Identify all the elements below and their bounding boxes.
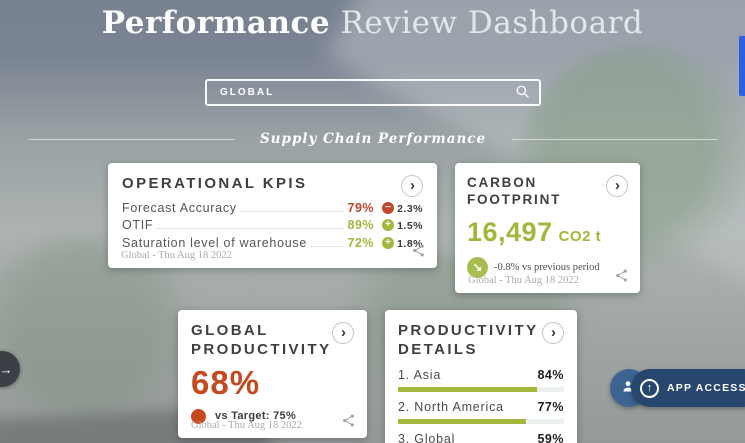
page-title-bold: Performance [101, 5, 331, 41]
kpi-label: OTIF [122, 218, 154, 232]
dotted-leader [311, 245, 344, 247]
kpi-value: 79% [347, 200, 375, 215]
share-button[interactable] [614, 268, 629, 286]
kpi-row: Saturation level of warehouse 72% + 1.8% [122, 236, 423, 250]
search-button[interactable] [515, 84, 539, 102]
scope-date-stamp: Global - Thu Aug 18 2022 [468, 275, 579, 286]
expand-card-button[interactable]: › [401, 175, 423, 197]
productivity-details-card: PRODUCTIVITY DETAILS › 1. Asia 84% 2. No… [385, 310, 577, 443]
kpi-delta: 1.5% [397, 220, 423, 232]
chevron-right-icon: › [615, 176, 620, 194]
region-row: 1. Asia 84% [398, 368, 564, 392]
plus-badge-icon: + [382, 219, 395, 231]
region-label: 2. North America [398, 399, 504, 414]
dotted-leader [240, 210, 344, 212]
card-title: GLOBAL PRODUCTIVITY [191, 322, 332, 358]
region-value: 84% [537, 367, 564, 382]
kpi-row: OTIF 89% + 1.5% [122, 218, 423, 232]
kpi-label: Forecast Accuracy [122, 200, 237, 215]
card-title: PRODUCTIVITY DETAILS [398, 322, 539, 358]
progress-track [398, 386, 564, 392]
carbon-value: 16,497 [467, 216, 553, 247]
card-title: CARBON FOOTPRINT [467, 175, 562, 207]
status-dot [191, 408, 206, 424]
expand-card-button[interactable]: › [606, 175, 628, 197]
region-label: 3. Global [398, 431, 456, 443]
share-button[interactable] [411, 243, 426, 261]
app-access-button[interactable]: ↑ APP ACCESS [631, 369, 745, 407]
chevron-right-icon: › [551, 323, 556, 341]
scope-date-stamp: Global - Thu Aug 18 2022 [121, 250, 232, 261]
productivity-value: 68% [191, 363, 261, 401]
carbon-footprint-card: CARBON FOOTPRINT › 16,497 CO2 t ↘ -0.8% … [455, 163, 640, 293]
search-input[interactable] [207, 87, 515, 98]
share-icon [614, 268, 629, 286]
minus-badge-icon: − [382, 201, 395, 214]
section-title: Supply Chain Performance [259, 131, 487, 147]
card-title: OPERATIONAL KPIS [122, 175, 308, 192]
app-access-widget: ↑ APP ACCESS [610, 369, 745, 407]
section-divider: Supply Chain Performance [28, 131, 719, 147]
share-button[interactable] [341, 413, 356, 431]
search-bar[interactable] [205, 79, 541, 106]
scope-date-stamp: Global - Thu Aug 18 2022 [191, 420, 302, 431]
arrow-right-icon: → [0, 361, 13, 377]
side-panel-toggle-button[interactable]: → [0, 351, 20, 387]
share-icon [411, 243, 426, 261]
progress-bar [398, 386, 538, 392]
region-value: 59% [537, 431, 564, 443]
region-row: 2. North America 77% [398, 400, 564, 424]
progress-bar [398, 418, 526, 424]
chevron-right-icon: › [410, 176, 415, 194]
kpi-value: 72% [347, 235, 375, 250]
dotted-leader [157, 228, 344, 229]
region-row: 3. Global 59% [398, 432, 564, 443]
scroll-indicator[interactable] [739, 36, 745, 96]
expand-card-button[interactable]: › [542, 322, 564, 344]
up-arrow-icon: ↑ [640, 378, 659, 398]
carbon-unit: CO2 t [558, 227, 602, 245]
search-icon [515, 84, 530, 102]
app-access-label: APP ACCESS [667, 382, 745, 394]
global-productivity-card: GLOBAL PRODUCTIVITY › 68% vs Target: 75%… [178, 310, 367, 438]
page-title: Performance Review Dashboard [0, 5, 745, 41]
region-value: 77% [537, 399, 564, 414]
trend-down-right-icon: ↘ [467, 256, 488, 278]
divider-line-left [28, 138, 234, 140]
share-icon [341, 413, 356, 431]
kpi-delta: 2.3% [397, 202, 423, 215]
progress-track [398, 418, 564, 424]
kpi-row: Forecast Accuracy 79% − 2.3% [122, 201, 423, 215]
operational-kpis-card: OPERATIONAL KPIS › Forecast Accuracy 79%… [108, 163, 437, 268]
divider-line-right [512, 138, 719, 140]
page-title-light: Review Dashboard [340, 5, 644, 41]
region-label: 1. Asia [398, 367, 442, 382]
chevron-right-icon: › [341, 323, 346, 341]
kpi-delta: 1.8% [397, 237, 423, 250]
kpi-label: Saturation level of warehouse [122, 235, 307, 250]
expand-card-button[interactable]: › [332, 322, 354, 344]
trend-text: -0.8% vs previous period [494, 261, 600, 273]
kpi-value: 89% [347, 218, 375, 232]
target-text: vs Target: 75% [215, 410, 297, 422]
plus-badge-icon: + [382, 236, 395, 249]
